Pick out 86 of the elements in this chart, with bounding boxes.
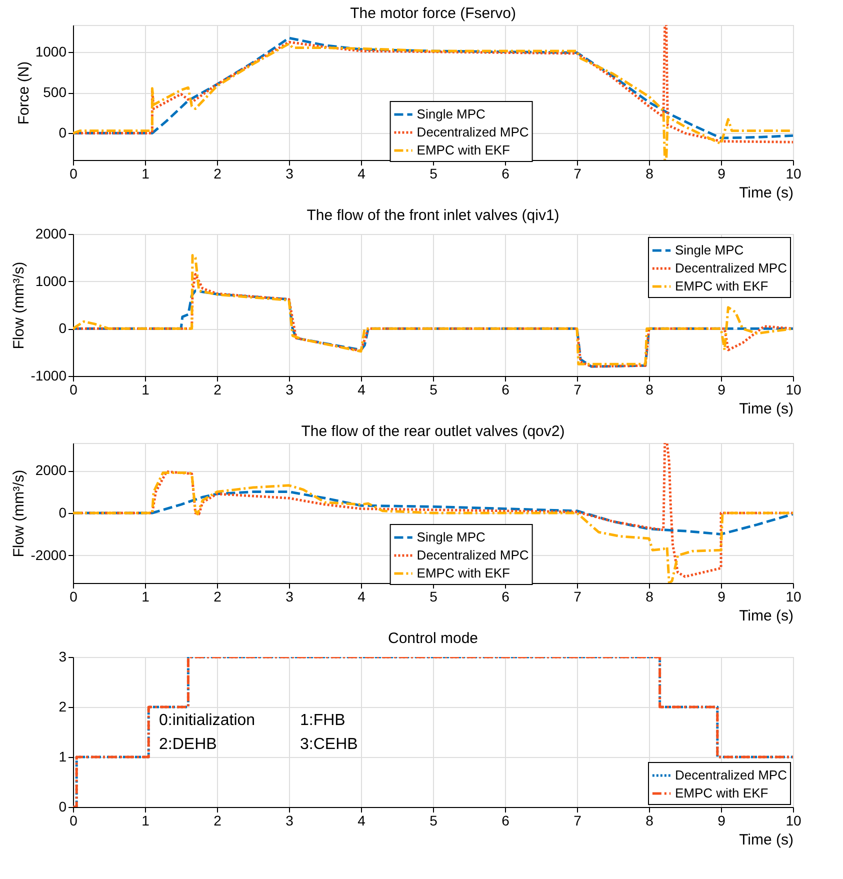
legend-label: EMPC with EKF: [416, 142, 510, 158]
y-tick-label: -1000: [30, 368, 67, 384]
annotation: 3:CEHB: [300, 736, 358, 753]
x-tick-label: 8: [646, 812, 654, 828]
legend-label: Single MPC: [416, 530, 486, 544]
x-tick-label: 1: [142, 588, 150, 604]
x-tick-label: 2: [214, 588, 222, 604]
x-tick-label: 6: [502, 588, 510, 604]
y-tick-label: 0: [58, 798, 67, 814]
x-tick-label: 9: [718, 588, 726, 604]
x-tick-label: 3: [286, 812, 294, 828]
y-tick-label: 500: [43, 84, 67, 100]
x-tick-label: 10: [786, 812, 802, 828]
y-tick-label: 0: [58, 320, 67, 336]
line-series: [73, 272, 793, 368]
y-tick-label: 1000: [35, 43, 67, 60]
legend-label: EMPC with EKF: [675, 278, 768, 294]
legend-label: Decentralized MPC: [675, 768, 787, 782]
x-tick-label: 3: [286, 166, 294, 182]
x-tick-label: 8: [646, 588, 654, 604]
chart-title: The flow of the front inlet valves (qiv1): [306, 207, 560, 224]
legend-label: Decentralized MPC: [416, 124, 529, 140]
x-tick-label: 2: [214, 812, 222, 828]
x-axis-title: Time (s): [739, 184, 794, 202]
x-tick-label: 7: [574, 588, 582, 604]
x-tick-label: 3: [286, 382, 294, 398]
x-tick-label: 9: [718, 812, 726, 828]
y-tick-label: 1000: [35, 272, 67, 289]
x-tick-label: 9: [718, 166, 726, 182]
x-tick-label: 10: [786, 588, 802, 604]
x-tick-label: 5: [430, 382, 438, 398]
y-tick-label: -2000: [30, 546, 67, 563]
x-axis-title: Time (s): [739, 608, 794, 624]
x-tick-label: 4: [358, 166, 366, 182]
x-tick-label: 0: [70, 166, 78, 182]
x-tick-label: 6: [502, 382, 510, 398]
x-tick-label: 4: [358, 382, 366, 398]
x-tick-label: 7: [574, 812, 582, 828]
x-tick-label: 8: [646, 166, 654, 182]
legend-label: Decentralized MPC: [416, 548, 529, 562]
y-tick-label: 2: [58, 698, 67, 714]
y-axis-title: Force (N): [15, 61, 32, 125]
y-axis-title: Flow (mm³/s): [10, 470, 28, 558]
x-axis-title: Time (s): [739, 400, 794, 418]
x-tick-label: 4: [358, 812, 366, 828]
x-tick-label: 1: [142, 812, 150, 828]
legend-label: Decentralized MPC: [675, 260, 787, 276]
x-tick-label: 10: [786, 166, 802, 182]
x-tick-label: 7: [574, 166, 582, 182]
x-tick-label: 0: [70, 588, 78, 604]
x-tick-label: 5: [430, 812, 438, 828]
x-tick-label: 0: [70, 382, 78, 398]
legend-label: EMPC with EKF: [675, 786, 768, 800]
x-tick-label: 5: [430, 166, 438, 182]
x-tick-label: 5: [430, 588, 438, 604]
x-tick-label: 10: [786, 382, 802, 398]
x-axis-title: Time (s): [739, 832, 794, 848]
y-axis-title: Flow (mm³/s): [10, 262, 28, 350]
x-tick-label: 7: [574, 382, 582, 398]
y-tick-label: 0: [58, 124, 67, 141]
x-tick-label: 8: [646, 382, 654, 398]
legend-label: Single MPC: [416, 106, 486, 122]
annotation: 0:initialization: [159, 712, 256, 729]
x-tick-label: 1: [142, 166, 150, 182]
x-tick-label: 9: [718, 382, 726, 398]
chart-title: The motor force (Fservo): [350, 5, 516, 22]
y-tick-label: 3: [58, 648, 67, 664]
x-tick-label: 2: [214, 382, 222, 398]
legend-label: EMPC with EKF: [416, 566, 510, 580]
x-tick-label: 0: [70, 812, 78, 828]
chart-title: Control mode: [388, 630, 478, 647]
x-tick-label: 6: [502, 166, 510, 182]
annotation: 1:FHB: [300, 712, 346, 729]
chart-title: The flow of the rear outlet valves (qov2): [301, 423, 565, 440]
legend-label: Single MPC: [675, 242, 744, 258]
y-tick-label: 2000: [35, 462, 67, 478]
annotation: 2:DEHB: [159, 736, 217, 753]
x-tick-label: 4: [358, 588, 366, 604]
line-series: [73, 290, 793, 368]
x-tick-label: 6: [502, 812, 510, 828]
y-tick-label: 2000: [35, 226, 67, 242]
y-tick-label: 0: [58, 504, 67, 520]
x-tick-label: 2: [214, 166, 222, 182]
y-tick-label: 1: [58, 748, 67, 764]
x-tick-label: 3: [286, 588, 294, 604]
x-tick-label: 1: [142, 382, 150, 398]
